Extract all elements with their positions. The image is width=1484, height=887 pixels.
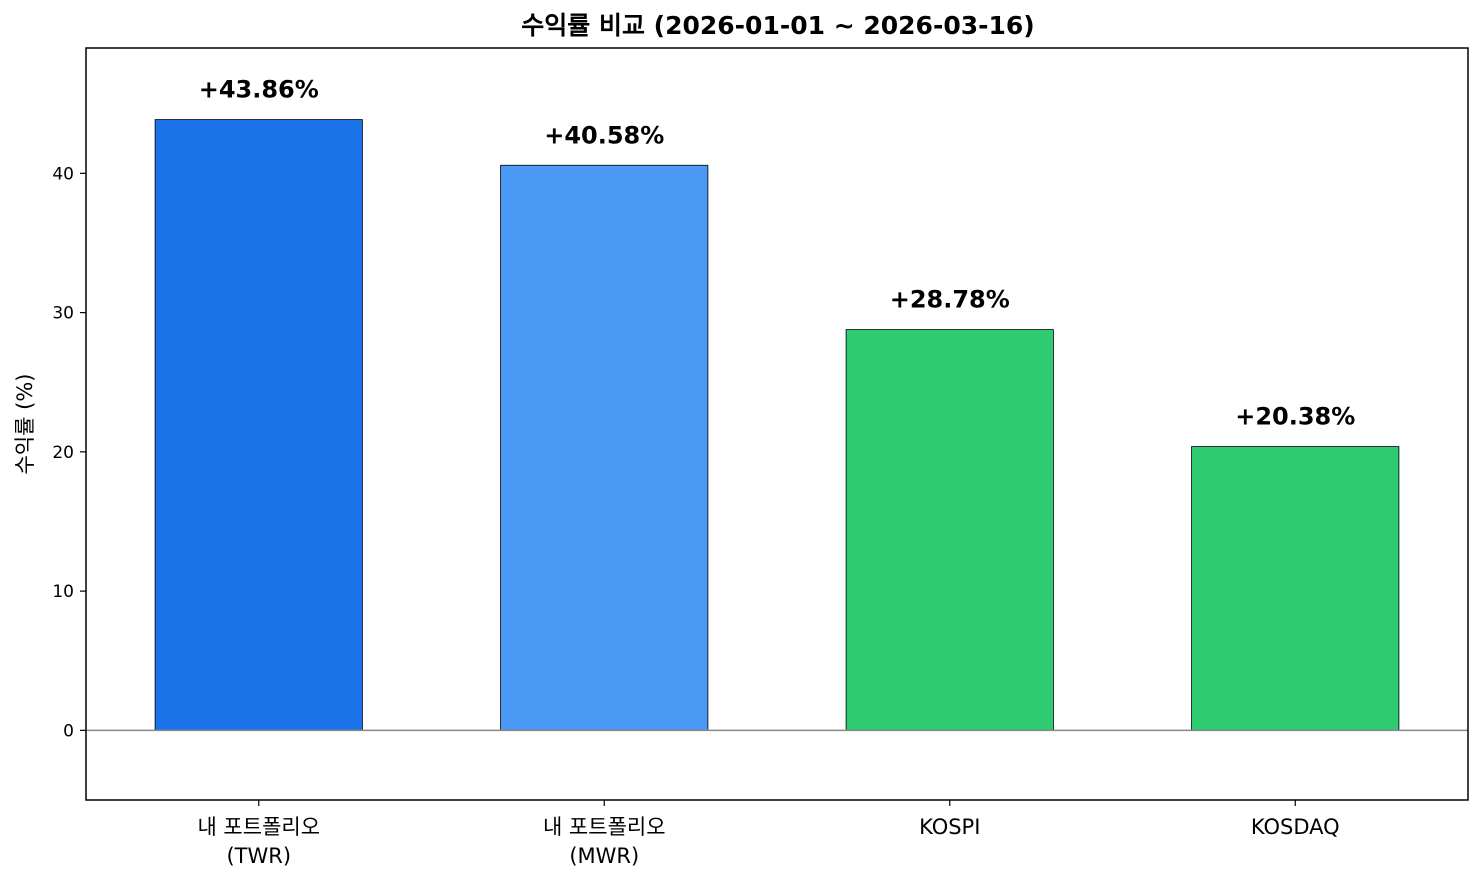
x-tick-label-line: KOSDAQ	[1251, 815, 1340, 839]
plot-frame	[85, 47, 1469, 801]
y-axis-label: 수익률 (%)	[13, 374, 37, 475]
x-tick-label-line: KOSPI	[919, 815, 980, 839]
x-tick-label: 내 포트폴리오 (TWR)	[197, 815, 320, 868]
x-tick-label: KOSDAQ	[1251, 815, 1340, 839]
bar	[845, 329, 1054, 731]
y-tick-label: 10	[52, 582, 74, 602]
plot-area: 0 10 20 30 40 내 포트폴리오 (TWR) 내 포트폴리오 (MWR) KOSPI KO…	[52, 47, 1469, 868]
x-tick-label-line: 내 포트폴리오	[197, 815, 320, 839]
bar-value-label: +40.58%	[544, 121, 664, 149]
bar-value-label: +28.78%	[890, 286, 1010, 314]
x-tick-label: 내 포트폴리오 (MWR)	[543, 815, 666, 868]
y-tick-label: 0	[63, 721, 74, 741]
chart-title: 수익률 비교 (2026-01-01 ~ 2026-03-16)	[521, 11, 1034, 40]
y-tick-label: 30	[52, 304, 74, 324]
x-tick-label-line: 내 포트폴리오	[543, 815, 666, 839]
bar-value-label: +20.38%	[1235, 403, 1355, 431]
x-tick-label-line: (MWR)	[569, 844, 639, 868]
y-tick-label: 40	[52, 164, 74, 184]
bar	[154, 119, 363, 731]
bar	[500, 164, 709, 731]
bar	[1191, 446, 1400, 731]
y-tick-label: 20	[52, 443, 74, 463]
x-tick-label: KOSPI	[919, 815, 980, 839]
x-tick-label-line: (TWR)	[226, 844, 291, 868]
bar-value-label: +43.86%	[199, 76, 319, 104]
